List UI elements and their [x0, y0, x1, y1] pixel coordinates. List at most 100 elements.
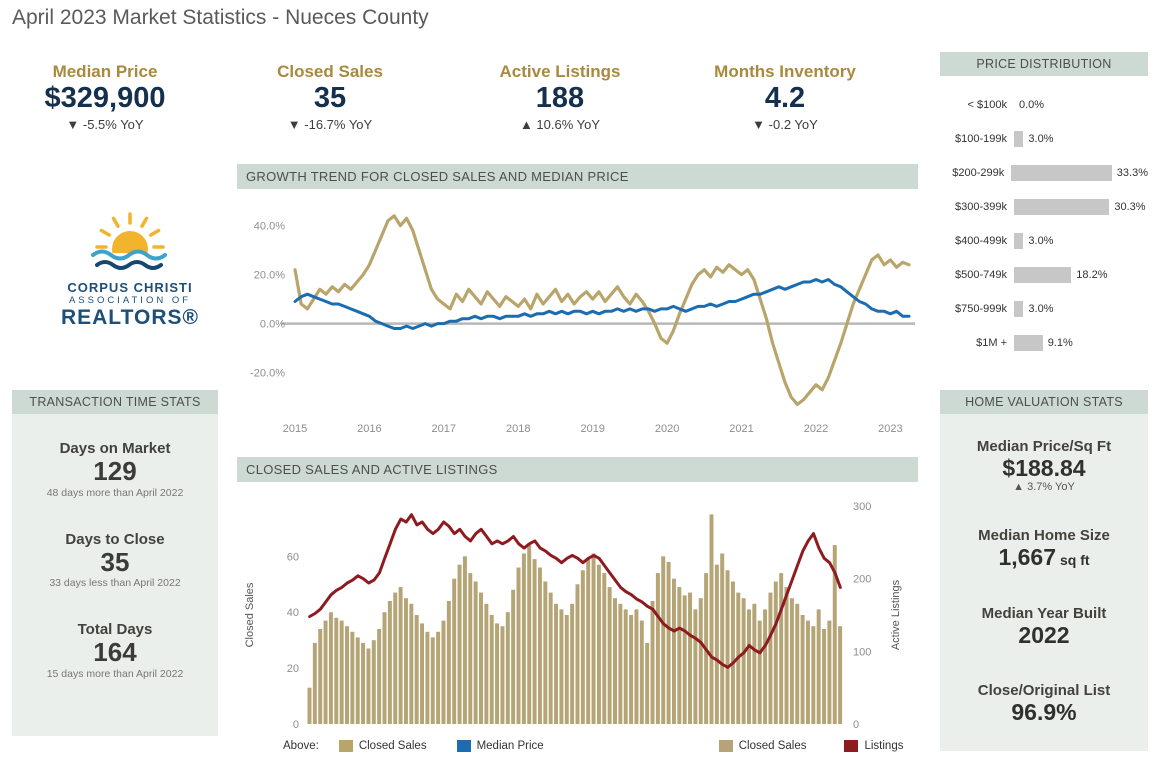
- svg-text:2021: 2021: [729, 423, 753, 435]
- stat-label: Median Price/Sq Ft: [976, 438, 1112, 455]
- price-bucket-value: 3.0%: [1028, 235, 1054, 247]
- price-bucket-value: 18.2%: [1076, 269, 1108, 281]
- price-bucket-label: $100-199k: [955, 133, 1007, 145]
- kpi-median-price: Median Price $329,900 ▼ -5.5% YoY: [25, 62, 185, 132]
- legend-item: Listings: [844, 740, 903, 752]
- logo-org-line2: ASSOCIATION OF: [68, 295, 192, 306]
- kpi-delta: ▲ 10.6% YoY: [519, 117, 601, 133]
- svg-text:-20.0%: -20.0%: [250, 368, 285, 380]
- svg-text:0: 0: [293, 719, 299, 731]
- stat-median-year-built: Median Year Built 2022: [940, 605, 1148, 648]
- svg-text:2019: 2019: [580, 423, 604, 435]
- svg-text:2015: 2015: [283, 423, 307, 435]
- stat-note: 15 days more than April 2022: [46, 667, 184, 680]
- kpi-delta: ▼ -5.5% YoY: [66, 117, 144, 133]
- price-bucket-label: $1M +: [976, 337, 1007, 349]
- growth-trend-header: GROWTH TREND FOR CLOSED SALES AND MEDIAN…: [237, 164, 918, 189]
- price-bucket-label: $750-999k: [955, 303, 1007, 315]
- stat-median-home-size: Median Home Size 1,667 sq ft: [940, 527, 1148, 570]
- legend-above-label: Above:: [283, 740, 319, 752]
- realtor-association-logo: CORPUS CHRISTI ASSOCIATION OF REALTORS®: [35, 203, 225, 330]
- price-bucket-label: < $100k: [967, 99, 1007, 111]
- legend-label: Listings: [864, 740, 904, 752]
- svg-text:100: 100: [853, 646, 871, 658]
- kpi-closed-sales: Closed Sales 35 ▼ -16.7% YoY: [250, 62, 410, 132]
- home-valuation-title: HOME VALUATION STATS: [940, 390, 1148, 414]
- median-price-swatch: [456, 740, 471, 752]
- kpi-delta: ▼ -16.7% YoY: [287, 117, 373, 133]
- svg-text:40.0%: 40.0%: [254, 221, 285, 233]
- svg-text:300: 300: [853, 501, 871, 513]
- kpi-value: 4.2: [764, 82, 806, 114]
- stat-value: $188.84: [1002, 455, 1086, 481]
- price-distribution-row: $1M + 9.1%: [940, 326, 1148, 360]
- stat-close-original-list: Close/Original List 96.9%: [940, 682, 1148, 725]
- home-valuation-panel: HOME VALUATION STATS Median Price/Sq Ft …: [940, 390, 1148, 751]
- price-bucket-bar: [1014, 301, 1024, 317]
- price-bucket-label: $500-749k: [955, 269, 1007, 281]
- price-bucket-value: 33.3%: [1116, 167, 1148, 179]
- kpi-label: Closed Sales: [277, 62, 383, 81]
- legend-label: Median Price: [476, 740, 544, 752]
- price-bucket-value: 3.0%: [1028, 133, 1054, 145]
- kpi-label: Months Inventory: [714, 62, 856, 81]
- stat-label: Median Home Size: [978, 527, 1110, 545]
- price-bucket-bar: [1014, 131, 1024, 147]
- svg-text:20.0%: 20.0%: [254, 270, 285, 282]
- price-bucket-bar: [1014, 233, 1024, 249]
- kpi-months-inventory: Months Inventory 4.2 ▼ -0.2 YoY: [700, 62, 870, 132]
- kpi-label: Median Price: [52, 62, 158, 81]
- price-distribution-row: $200-299k 33.3%: [940, 156, 1148, 190]
- listings-swatch: [844, 740, 859, 752]
- stat-total-days: Total Days 164 15 days more than April 2…: [12, 621, 218, 680]
- stat-value: 35: [100, 546, 130, 577]
- transaction-time-title: TRANSACTION TIME STATS: [12, 390, 218, 414]
- growth-trend-chart: 40.0% 20.0% 0.0% -20.0% 2015 2016 2017 2018 2019…: [250, 214, 915, 435]
- price-bucket-bar: [1014, 335, 1043, 351]
- price-bucket-value: 3.0%: [1028, 303, 1054, 315]
- stat-label: Days to Close: [65, 530, 165, 548]
- svg-text:0: 0: [853, 719, 859, 731]
- legend-item: Median Price: [456, 740, 544, 752]
- legend-label: Closed Sales: [358, 740, 427, 752]
- legend-item: Closed Sales: [718, 740, 806, 752]
- price-bucket-bar: [1011, 165, 1112, 181]
- stat-value: 164: [93, 637, 137, 668]
- svg-text:2017: 2017: [432, 423, 456, 435]
- stat-days-on-market: Days on Market 129 48 days more than Apr…: [12, 440, 218, 499]
- svg-text:60: 60: [287, 551, 299, 563]
- price-bucket-value: 30.3%: [1114, 201, 1146, 213]
- svg-text:0.0%: 0.0%: [260, 319, 285, 331]
- kpi-value: $329,900: [44, 82, 166, 114]
- legend-items-container: Closed Sales Median Price Closed Sales List…: [319, 740, 903, 752]
- price-distribution-title: PRICE DISTRIBUTION: [940, 52, 1148, 76]
- chart-legend: Above: Closed Sales Median Price Closed Sa…: [237, 735, 918, 757]
- sales-listings-chart: 0 20 40 60 0 100 200 300 Closed Sales Active List…: [244, 501, 902, 731]
- price-distribution-row: $300-399k 30.3%: [940, 190, 1148, 224]
- stat-value: 1,667 sq ft: [940, 544, 1148, 570]
- kpi-active-listings: Active Listings 188 ▲ 10.6% YoY: [480, 62, 640, 132]
- price-bucket-label: $300-399k: [955, 201, 1007, 213]
- svg-text:2023: 2023: [878, 423, 902, 435]
- stat-label: Median Year Built: [981, 604, 1107, 622]
- stat-value: 129: [93, 456, 137, 486]
- closed-sales-swatch: [338, 740, 353, 752]
- stat-note: ▲ 3.7% YoY: [1013, 481, 1075, 494]
- svg-text:Closed Sales: Closed Sales: [244, 582, 256, 647]
- page-title: April 2023 Market Statistics - Nueces Co…: [12, 6, 429, 29]
- price-distribution-row: $100-199k 3.0%: [940, 122, 1148, 156]
- stat-days-to-close: Days to Close 35 33 days less than April…: [12, 531, 218, 590]
- price-bucket-label: $400-499k: [955, 235, 1007, 247]
- price-bucket-bar: [1014, 199, 1110, 215]
- svg-text:20: 20: [287, 663, 299, 675]
- stat-note: 33 days less than April 2022: [49, 577, 181, 590]
- price-bucket-value: 0.0%: [1019, 99, 1045, 111]
- stat-label: Close/Original List: [977, 682, 1111, 700]
- stat-note: 48 days more than April 2022: [46, 486, 184, 499]
- price-bucket-bar: [1014, 267, 1072, 283]
- svg-text:40: 40: [287, 607, 299, 619]
- legend-item: Closed Sales: [338, 740, 427, 752]
- price-distribution-row: $400-499k 3.0%: [940, 224, 1148, 258]
- stat-value: 2022: [1018, 621, 1070, 648]
